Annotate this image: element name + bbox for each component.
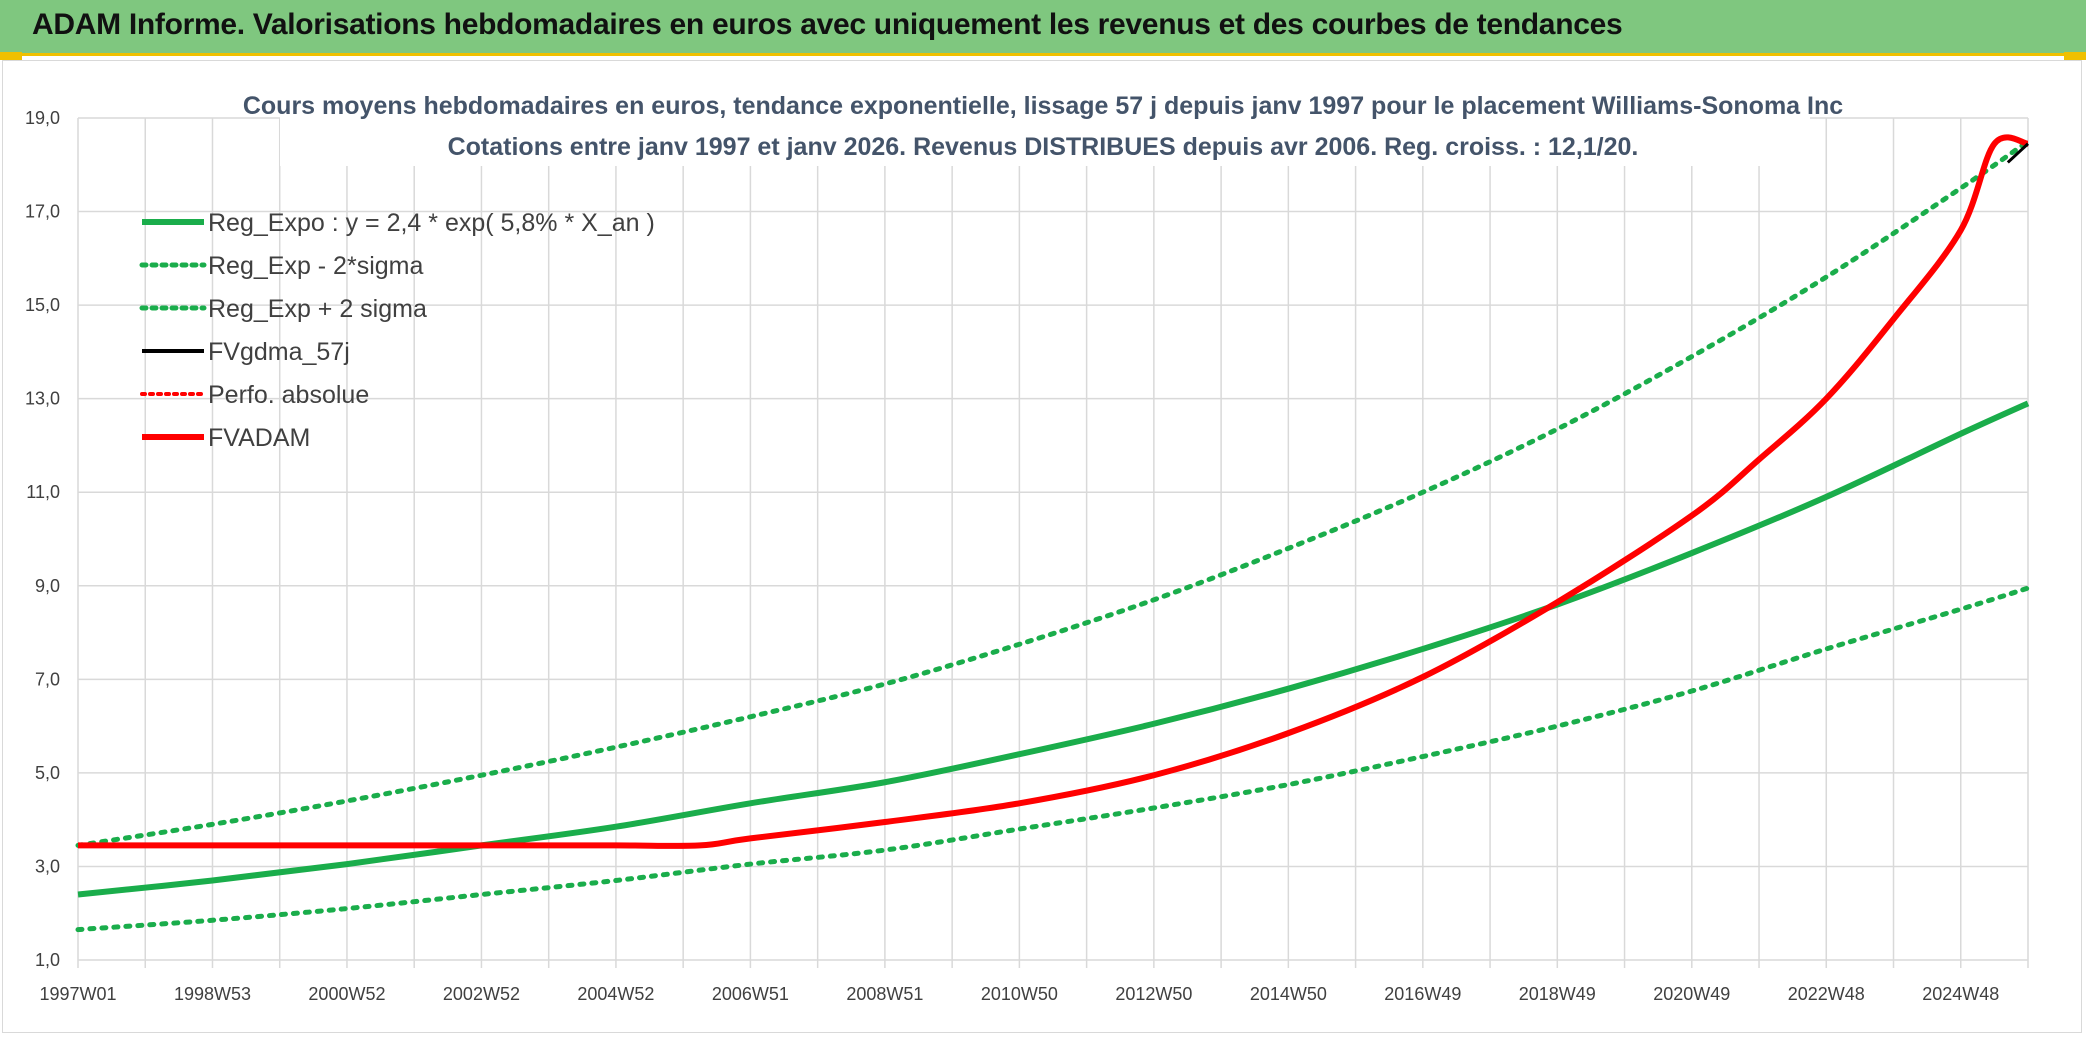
- legend-label-reg-plus: Reg_Exp + 2 sigma: [208, 295, 427, 323]
- series-line-2: [75, 138, 2031, 848]
- chart-title-background: [280, 84, 1810, 166]
- x-tick-label: 2004W52: [577, 984, 654, 1004]
- y-tick-label: 17,0: [25, 202, 60, 222]
- x-tick-label: 2000W52: [308, 984, 385, 1004]
- series-line-5: [77, 134, 2029, 849]
- y-tick-label: 11,0: [26, 482, 60, 502]
- y-tick-label: 5,0: [35, 763, 60, 783]
- x-tick-label: 1998W53: [174, 984, 251, 1004]
- x-tick-label: 2018W49: [1519, 984, 1596, 1004]
- x-tick-label: 2020W49: [1653, 984, 1730, 1004]
- x-tick-label: 2016W49: [1384, 984, 1461, 1004]
- y-tick-label: 13,0: [25, 389, 60, 409]
- y-tick-label: 3,0: [35, 856, 60, 876]
- chart-legend: Reg_Expo : y = 2,4 * exp( 5,8% * X_an ) …: [139, 209, 655, 452]
- y-tick-label: 9,0: [35, 576, 60, 596]
- y-tick-label: 15,0: [25, 295, 60, 315]
- series-line-3: [2006, 142, 2030, 164]
- x-tick-label: 2002W52: [443, 984, 520, 1004]
- series-line-0: [77, 400, 2030, 898]
- corner-accent-left: [0, 52, 22, 60]
- legend-label-fvadam: FVADAM: [208, 424, 310, 452]
- series-line-1: [75, 585, 2031, 933]
- x-tick-label: 2014W50: [1250, 984, 1327, 1004]
- x-tick-label: 2022W48: [1788, 984, 1865, 1004]
- x-tick-label: 2008W51: [846, 984, 923, 1004]
- x-tick-label: 2010W50: [981, 984, 1058, 1004]
- legend-label-reg-expo: Reg_Expo : y = 2,4 * exp( 5,8% * X_an ): [208, 209, 655, 237]
- legend-label-fvgdma: FVgdma_57j: [208, 338, 350, 366]
- chart-title-line1: Cours moyens hebdomadaires en euros, ten…: [243, 92, 1843, 120]
- y-tick-label: 19,0: [25, 108, 60, 128]
- x-tick-label: 1997W01: [39, 984, 116, 1004]
- chart-frame: [2, 60, 2082, 1033]
- gridlines: [77, 117, 2029, 968]
- report-title: ADAM Informe. Valorisations hebdomadaire…: [32, 8, 1623, 41]
- corner-accent-right: [2064, 52, 2086, 60]
- x-tick-label: 2024W48: [1922, 984, 1999, 1004]
- axis-ticks: 1,0 3,0 5,0 7,0 9,0 11,0 13,0 15,0 17,0 19,0 1997W…: [25, 108, 1999, 1004]
- legend-label-perfo: Perfo. absolue: [208, 381, 369, 409]
- chart-title-line2: Cotations entre janv 1997 et janv 2026. …: [448, 133, 1639, 161]
- y-tick-label: 7,0: [35, 669, 60, 689]
- report-banner: ADAM Informe. Valorisations hebdomadaire…: [0, 0, 2086, 56]
- x-tick-label: 2012W50: [1115, 984, 1192, 1004]
- series-layer: [75, 134, 2031, 933]
- legend-label-reg-minus: Reg_Exp - 2*sigma: [208, 252, 423, 280]
- y-tick-label: 1,0: [35, 950, 60, 970]
- x-tick-label: 2006W51: [712, 984, 789, 1004]
